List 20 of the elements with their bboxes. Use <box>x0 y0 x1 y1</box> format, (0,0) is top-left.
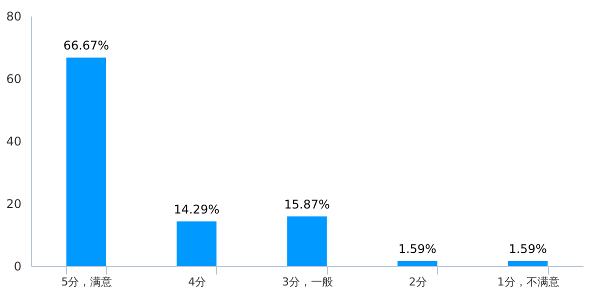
x-tick-label: 1分，不满意 <box>497 276 560 288</box>
y-tick-label: 0 <box>14 260 22 274</box>
bar <box>176 221 216 266</box>
x-tick-label: 2分 <box>408 276 427 288</box>
y-tick-label: 40 <box>6 134 22 148</box>
x-tick-label: 3分，一般 <box>282 276 333 288</box>
x-tick-label: 4分 <box>188 276 206 288</box>
data-label: 15.87% <box>284 197 330 212</box>
bar <box>398 261 438 266</box>
data-label: 1.59% <box>508 242 547 256</box>
data-label: 14.29% <box>174 202 220 216</box>
bar <box>508 261 548 266</box>
y-tick-label: 60 <box>6 72 22 86</box>
y-tick-label: 80 <box>6 10 22 24</box>
data-label: 66.67% <box>63 38 110 53</box>
bar <box>66 58 106 266</box>
x-tick-label: 5分，满意 <box>61 276 112 288</box>
y-tick-label: 20 <box>6 197 22 211</box>
data-label: 1.59% <box>398 242 436 256</box>
bar <box>287 216 327 266</box>
